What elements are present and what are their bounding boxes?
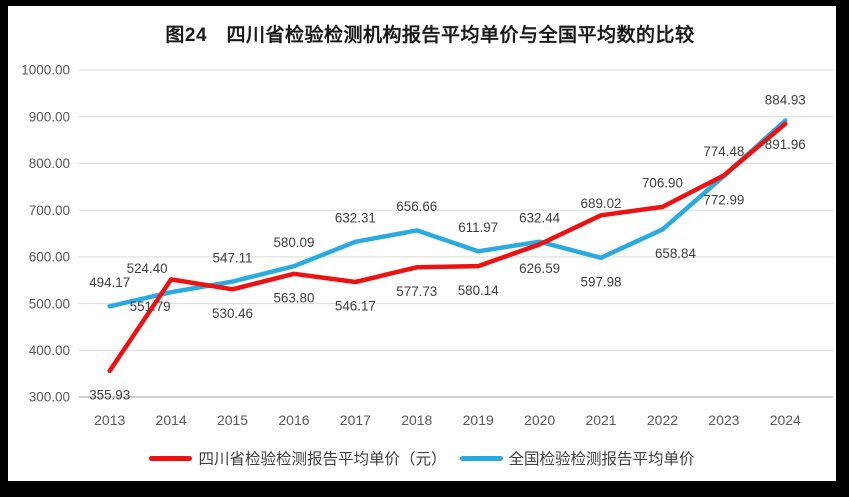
chart-title: 图24 四川省检验检测机构报告平均单价与全国平均数的比较 <box>165 25 695 46</box>
data-label: 524.40 <box>127 261 168 276</box>
y-axis-tick-label: 500.00 <box>29 296 70 311</box>
data-label: 494.17 <box>89 275 130 290</box>
legend: 四川省检验检测报告平均单价（元） 全国检验检测报告平均单价 <box>8 447 836 469</box>
data-label: 656.66 <box>396 199 437 214</box>
data-label: 577.73 <box>396 284 437 299</box>
data-label: 626.59 <box>519 261 560 276</box>
data-label: 689.02 <box>581 196 622 211</box>
x-axis-tick-label: 2013 <box>94 412 125 428</box>
data-label: 774.48 <box>703 144 744 159</box>
x-axis-tick-label: 2018 <box>401 412 432 428</box>
data-label: 891.96 <box>765 137 806 152</box>
data-label: 547.11 <box>213 250 253 265</box>
sichuan-series-line <box>107 121 788 374</box>
data-label: 658.84 <box>655 246 697 261</box>
data-label: 551.79 <box>130 299 171 314</box>
x-axis-tick-label: 2019 <box>463 412 494 428</box>
national-series-line <box>107 118 788 309</box>
x-axis-tick-label: 2015 <box>217 412 248 428</box>
x-axis-tick-label: 2021 <box>585 412 616 428</box>
data-label: 580.14 <box>458 283 500 298</box>
data-label: 355.93 <box>89 388 130 403</box>
y-axis-tick-label: 700.00 <box>29 203 70 218</box>
legend-label-national: 全国检验检测报告平均单价 <box>508 451 695 468</box>
data-label: 632.44 <box>519 210 561 225</box>
x-axis-tick-label: 2024 <box>770 412 801 428</box>
data-label: 546.17 <box>335 299 376 314</box>
x-axis-tick-label: 2020 <box>524 412 555 428</box>
data-label: 563.80 <box>273 290 314 305</box>
national-series-swatch <box>459 455 503 461</box>
y-axis-tick-label: 600.00 <box>29 250 70 265</box>
y-axis-tick-label: 300.00 <box>29 390 70 405</box>
data-label: 597.98 <box>581 275 622 290</box>
data-label: 580.09 <box>273 235 314 250</box>
legend-item-national: 全国检验检测报告平均单价 <box>459 447 695 469</box>
legend-label-sichuan: 四川省检验检测报告平均单价（元） <box>198 451 447 468</box>
data-label: 706.90 <box>642 176 683 191</box>
x-axis-tick-label: 2023 <box>708 412 739 428</box>
y-axis-tick-label: 400.00 <box>29 343 70 358</box>
x-axis-tick-label: 2014 <box>156 412 187 428</box>
x-axis-tick-label: 2022 <box>647 412 678 428</box>
data-label: 530.46 <box>212 306 253 321</box>
y-axis-tick-label: 800.00 <box>29 156 70 171</box>
data-label: 611.97 <box>458 220 498 235</box>
chart-canvas: 图24 四川省检验检测机构报告平均单价与全国平均数的比较 <box>8 6 836 481</box>
y-axis-tick-label: 1000.00 <box>21 63 70 78</box>
sichuan-series-swatch <box>149 455 193 461</box>
data-label: 632.31 <box>335 210 376 225</box>
x-axis-tick-label: 2016 <box>278 412 309 428</box>
legend-item-sichuan: 四川省检验检测报告平均单价（元） <box>149 447 447 469</box>
data-label: 772.99 <box>703 193 744 208</box>
x-axis-tick-label: 2017 <box>340 412 371 428</box>
data-label: 884.93 <box>765 92 806 107</box>
y-axis-tick-label: 900.00 <box>29 109 70 124</box>
